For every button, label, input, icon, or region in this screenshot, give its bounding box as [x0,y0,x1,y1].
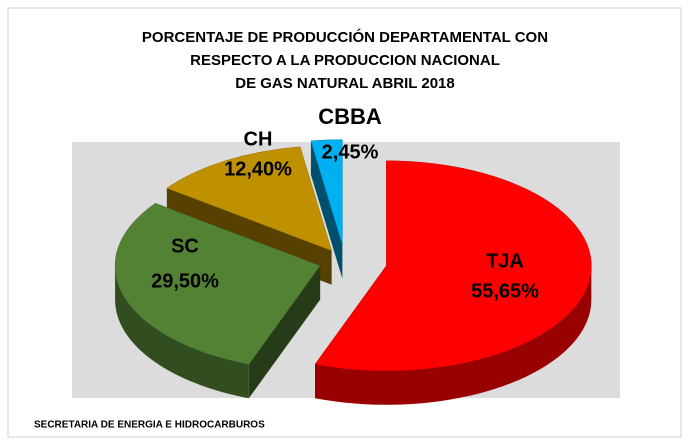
data-label-name: SC [171,235,199,257]
chart-title: DE GAS NATURAL ABRIL 2018 [235,75,455,92]
slice [314,160,592,405]
data-label-name: CH [244,128,273,150]
data-label-value: 2,45% [322,141,379,163]
slice-wall [315,265,592,405]
slice-top [166,146,332,252]
source-note: SECRETARIA DE ENERGIA E HIDROCARBUROS [34,420,265,431]
data-label-name: CBBA [318,104,382,129]
slice [310,139,343,279]
data-label-name: TJA [486,250,524,272]
data-label-value: 55,65% [471,280,539,302]
slice-top [310,139,343,245]
chart-title: RESPECTO A LA PRODUCCION NACIONAL [190,52,500,69]
data-label-value: 12,40% [224,158,292,180]
slice-top [114,202,321,365]
slice-wall [115,265,249,399]
slice-side [310,140,343,279]
slice [114,202,321,399]
slice-top [314,160,592,372]
data-label-value: 29,50% [151,270,219,292]
chart-title: PORCENTAJE DE PRODUCCIÓN DEPARTAMENTAL C… [142,28,548,46]
slice-side [248,265,321,399]
